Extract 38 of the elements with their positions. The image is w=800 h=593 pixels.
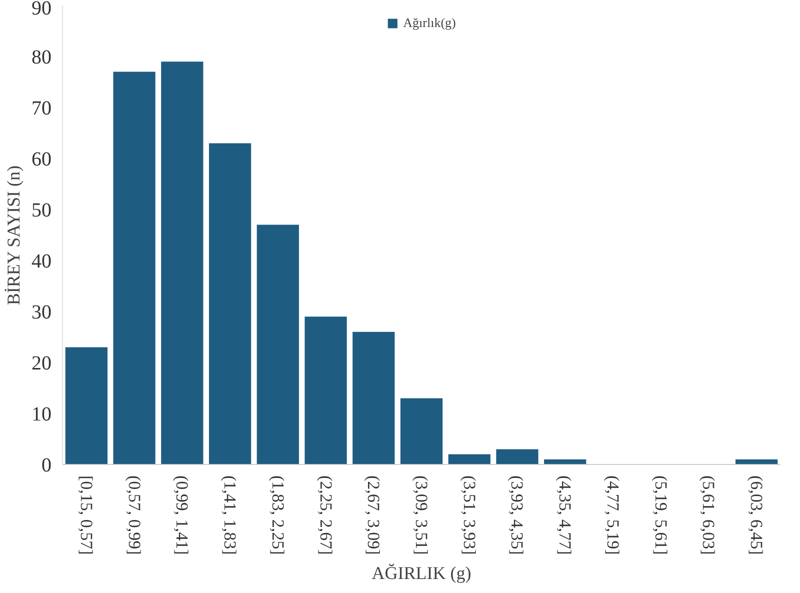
x-tick-label: (2,67, 3,09] (364, 476, 384, 555)
y-tick-label: 80 (32, 46, 52, 68)
x-tick-label: (0,99, 1,41] (172, 476, 192, 555)
y-tick-label: 0 (42, 454, 52, 476)
bar (448, 454, 490, 464)
bar (208, 143, 252, 464)
y-tick-label: 60 (32, 148, 52, 170)
bar (65, 347, 108, 464)
x-tick-label: (3,51, 3,93] (460, 476, 479, 555)
y-tick-label: 50 (32, 200, 52, 222)
x-axis-title: AĞIRLIK (g) (372, 562, 472, 583)
y-tick-label: 20 (32, 352, 52, 374)
x-tick-label: (3,93, 4,35] (508, 476, 527, 555)
x-tick-label: (2,25, 2,67] (316, 476, 336, 555)
legend-label: Ağırlık(g) (403, 15, 456, 31)
bar (352, 332, 395, 464)
y-tick-label: 10 (32, 404, 52, 426)
y-axis-title: BİREY SAYISI (n) (4, 165, 24, 306)
bar (304, 316, 347, 464)
x-tick-label: (6,03, 6,45] (747, 476, 766, 555)
x-tick-label: (1,83, 2,25] (268, 476, 288, 555)
bar (113, 72, 156, 464)
x-tick-label: (3,09, 3,51] (412, 476, 431, 555)
y-tick-label: 90 (32, 0, 52, 20)
x-tick-label: [0,15, 0,57] (76, 476, 96, 555)
x-tick-label: (0,57, 0,99] (124, 476, 144, 555)
y-tick-label: 30 (32, 302, 52, 324)
x-tick-label: (4,35, 4,77] (556, 476, 575, 555)
y-tick-label: 70 (32, 98, 52, 120)
x-tick-label: (5,19, 5,61] (651, 476, 670, 555)
bar (161, 62, 204, 464)
x-tick-label: (4,77, 5,19] (603, 476, 622, 555)
x-tick-label: (1,41, 1,83] (220, 476, 240, 555)
bar (256, 224, 299, 464)
bar (400, 398, 443, 464)
y-tick-label: 40 (32, 250, 52, 272)
bar (496, 449, 538, 464)
x-tick-label: (5,61, 6,03] (699, 476, 718, 555)
